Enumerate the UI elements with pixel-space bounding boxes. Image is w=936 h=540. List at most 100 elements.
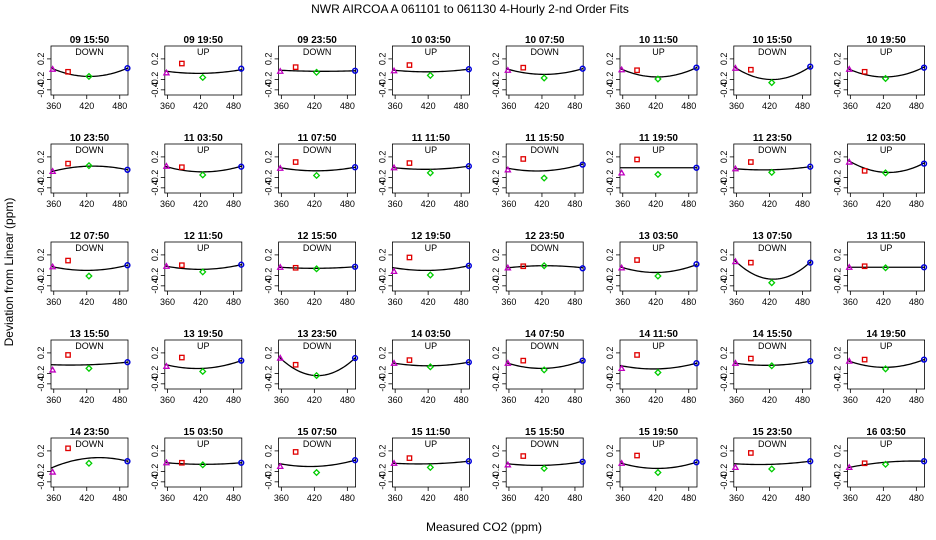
- data-point: [199, 268, 207, 276]
- y-tick-label: 0.2: [150, 249, 160, 262]
- data-point: [634, 67, 640, 74]
- data-point: [426, 463, 435, 472]
- x-tick-label: 360: [160, 395, 175, 405]
- x-tick-label: 360: [501, 199, 516, 209]
- data-point: [845, 65, 853, 72]
- x-tick-label: 360: [615, 101, 630, 111]
- x-tick-label: 360: [615, 297, 630, 307]
- x-tick-label: 420: [421, 101, 436, 111]
- data-point: [861, 263, 868, 270]
- y-tick-label: -0.2: [605, 170, 615, 186]
- y-tick-label: 0.2: [833, 53, 843, 66]
- data-point: [579, 161, 586, 168]
- data-point: [406, 455, 413, 461]
- data-point: [124, 65, 131, 72]
- data-point: [124, 262, 131, 269]
- data-point: [351, 67, 359, 74]
- x-tick-label: 480: [909, 199, 924, 209]
- x-tick-label: 480: [226, 395, 241, 405]
- y-tick-label: -0.2: [833, 268, 843, 284]
- panel-frame: [733, 241, 812, 292]
- y-tick-label: 0.2: [833, 249, 843, 262]
- y-tick-label: -0.2: [719, 464, 729, 480]
- data-point: [465, 458, 473, 465]
- panel-mode-label: DOWN: [530, 47, 559, 57]
- x-tick-label: 480: [112, 199, 127, 209]
- y-tick-label: 0.2: [150, 53, 160, 66]
- y-tick-label: -0.4: [377, 82, 387, 98]
- x-tick-label: 360: [615, 199, 630, 209]
- data-point: [768, 362, 776, 370]
- x-tick-label: 480: [340, 395, 355, 405]
- panel-title: 10 19:50: [866, 35, 906, 46]
- y-tick-label: -0.4: [605, 180, 615, 196]
- y-tick-label: -0.2: [491, 72, 501, 88]
- x-tick-label: 480: [909, 297, 924, 307]
- panel-mode-label: DOWN: [530, 341, 559, 351]
- y-tick-label: -0.2: [719, 268, 729, 284]
- panel-title: 13 03:50: [639, 231, 679, 242]
- data-point: [351, 164, 359, 171]
- x-tick-label: 420: [421, 493, 436, 503]
- panel-mode-label: UP: [880, 145, 893, 155]
- x-tick-label: 360: [388, 297, 403, 307]
- panel-mode-label: DOWN: [530, 243, 559, 253]
- y-tick-label: -0.2: [150, 464, 160, 480]
- x-tick-label: 420: [762, 395, 777, 405]
- y-tick-label: -0.2: [833, 72, 843, 88]
- y-tick-label: -0.2: [605, 464, 615, 480]
- fit-curve: [733, 259, 812, 280]
- fit-curve: [164, 263, 242, 271]
- y-tick-label: -0.2: [377, 170, 387, 186]
- x-tick-label: 360: [274, 297, 289, 307]
- x-tick-label: 360: [274, 493, 289, 503]
- data-point: [540, 174, 548, 182]
- y-tick-label: -0.2: [150, 72, 160, 88]
- panel-mode-label: DOWN: [303, 341, 332, 351]
- data-point: [390, 459, 398, 466]
- y-tick-label: -0.4: [36, 376, 46, 392]
- fit-curve: [506, 163, 584, 172]
- x-tick-label: 480: [681, 297, 696, 307]
- data-point: [199, 171, 207, 179]
- y-tick-label: -0.4: [833, 180, 843, 196]
- y-tick-label: 0.2: [264, 249, 274, 262]
- x-tick-label: 480: [454, 395, 469, 405]
- panel-mode-label: DOWN: [75, 341, 104, 351]
- data-point: [406, 62, 413, 68]
- x-tick-label: 420: [876, 199, 891, 209]
- fit-curve: [506, 265, 584, 269]
- y-tick-label: -0.2: [264, 268, 274, 284]
- data-point: [48, 468, 57, 475]
- data-point: [390, 359, 398, 366]
- x-tick-label: 480: [340, 101, 355, 111]
- panel-mode-label: UP: [197, 341, 210, 351]
- x-tick-label: 420: [307, 101, 322, 111]
- x-tick-label: 360: [729, 297, 744, 307]
- fit-curve: [50, 361, 129, 366]
- x-tick-label: 480: [795, 395, 810, 405]
- data-point: [390, 267, 398, 275]
- data-point: [199, 367, 207, 376]
- data-point: [540, 262, 548, 270]
- x-tick-label: 420: [79, 395, 94, 405]
- data-point: [731, 257, 740, 265]
- panel-title: 10 03:50: [411, 35, 451, 46]
- data-point: [238, 357, 245, 364]
- y-tick-label: -0.4: [491, 278, 501, 294]
- data-point: [504, 263, 512, 271]
- panel-frame: [278, 339, 357, 390]
- panel-frame: [391, 241, 470, 292]
- data-point: [617, 459, 626, 466]
- panel-mode-label: UP: [425, 145, 438, 155]
- x-tick-label: 420: [648, 199, 663, 209]
- panel-mode-label: DOWN: [758, 341, 787, 351]
- x-tick-label: 360: [46, 493, 61, 503]
- data-point: [634, 352, 640, 358]
